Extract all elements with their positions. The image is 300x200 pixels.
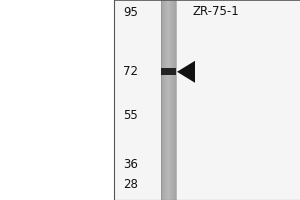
Text: 28: 28 bbox=[123, 178, 138, 191]
Bar bbox=[170, 0, 171, 200]
Bar bbox=[164, 0, 165, 200]
Text: ZR-75-1: ZR-75-1 bbox=[193, 5, 239, 18]
Bar bbox=[114, 0, 300, 200]
Bar bbox=[161, 0, 162, 200]
Bar bbox=[172, 0, 173, 200]
Bar bbox=[165, 0, 166, 200]
Bar bbox=[169, 0, 170, 200]
Bar bbox=[171, 0, 172, 200]
Bar bbox=[175, 0, 176, 200]
Polygon shape bbox=[177, 61, 195, 83]
Bar bbox=[164, 0, 165, 200]
Text: 95: 95 bbox=[123, 6, 138, 19]
Bar bbox=[167, 0, 168, 200]
Bar bbox=[172, 0, 173, 200]
Bar bbox=[168, 0, 169, 200]
Bar bbox=[163, 0, 164, 200]
Bar bbox=[160, 68, 175, 75]
Bar bbox=[173, 0, 174, 200]
Text: 72: 72 bbox=[123, 65, 138, 78]
Bar bbox=[162, 0, 163, 200]
Bar bbox=[160, 0, 161, 200]
Bar bbox=[166, 0, 167, 200]
Bar bbox=[174, 0, 175, 200]
Bar bbox=[173, 0, 174, 200]
Bar bbox=[167, 0, 168, 200]
Text: 55: 55 bbox=[123, 109, 138, 122]
Text: 36: 36 bbox=[123, 158, 138, 171]
Bar bbox=[169, 0, 170, 200]
Bar bbox=[170, 0, 171, 200]
Bar bbox=[161, 0, 162, 200]
